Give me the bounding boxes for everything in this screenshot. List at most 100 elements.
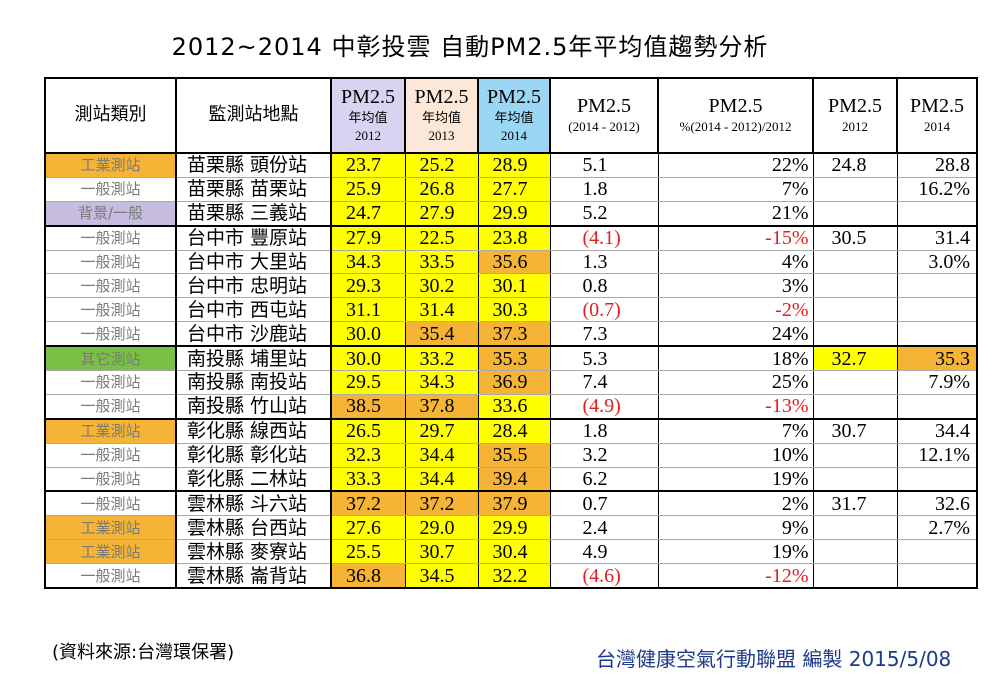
- value-2013: 34.3: [404, 370, 479, 395]
- area-2012: [812, 250, 898, 275]
- value-2012: 38.5: [330, 394, 406, 420]
- diff-value: 0.7: [549, 490, 659, 517]
- area-2014: [896, 201, 978, 227]
- station-site: 苗栗縣 三義站: [175, 201, 332, 227]
- table-row: 一般測站 台中市 大里站 34.3 33.5 35.6 1.3 4% 3.0%: [44, 250, 978, 275]
- source-note: (資料來源:台灣環保署): [52, 642, 235, 663]
- value-2014: 36.9: [477, 370, 551, 395]
- table-row: 一般測站 台中市 豐原站 27.9 22.5 23.8 (4.1) -15% 30.5 31.4: [44, 224, 978, 251]
- pct-value: 9%: [657, 515, 814, 541]
- pct-value: 19%: [657, 467, 814, 492]
- station-site: 台中市 豐原站: [175, 224, 332, 251]
- table-row: 一般測站 雲林縣 斗六站 37.2 37.2 37.9 0.7 2% 31.7 32.6: [44, 490, 978, 517]
- diff-value: (4.9): [549, 394, 659, 420]
- credit-note: 台灣健康空氣行動聯盟 編製 2015/5/08: [596, 647, 952, 671]
- value-2014: 30.1: [477, 273, 551, 299]
- station-site: 雲林縣 崙背站: [175, 563, 332, 590]
- area-2014: 2.7%: [896, 515, 978, 541]
- page-title: 2012~2014 中彰投雲 自動PM2.5年平均值趨勢分析: [171, 33, 769, 61]
- diff-value: (4.6): [549, 563, 659, 590]
- pct-value: 4%: [657, 250, 814, 275]
- station-type: 一般測站: [44, 490, 177, 517]
- value-2012: 29.5: [330, 370, 406, 395]
- value-2014: 29.9: [477, 515, 551, 541]
- value-2013: 30.2: [404, 273, 479, 299]
- value-2014: 37.9: [477, 490, 551, 517]
- area-2014: 12.1%: [896, 443, 978, 468]
- station-type: 一般測站: [44, 563, 177, 590]
- value-2013: 33.2: [404, 345, 479, 372]
- diff-value: 7.4: [549, 370, 659, 395]
- station-type: 一般測站: [44, 394, 177, 420]
- table-row: 一般測站 彰化縣 彰化站 32.3 34.4 35.5 3.2 10% 12.1%: [44, 443, 978, 468]
- diff-value: 5.2: [549, 201, 659, 227]
- pct-value: 2%: [657, 490, 814, 517]
- table-row: 工業測站 雲林縣 麥寮站 25.5 30.7 30.4 4.9 19%: [44, 539, 978, 565]
- value-2014: 33.6: [477, 394, 551, 420]
- area-2012: [812, 297, 898, 323]
- header-row: 測站類別 監測站地點 PM2.5 年均值 2012 PM2.5 年均值 2013 PM2…: [44, 77, 978, 154]
- area-2012: 32.7: [812, 345, 898, 372]
- value-2013: 25.2: [404, 151, 479, 178]
- area-2012: 30.5: [812, 224, 898, 251]
- value-2012: 37.2: [330, 490, 406, 517]
- area-2014: 7.9%: [896, 370, 978, 395]
- pct-value: -12%: [657, 563, 814, 590]
- value-2014: 32.2: [477, 563, 551, 590]
- value-2014: 30.3: [477, 297, 551, 323]
- station-type: 背景/一般: [44, 201, 177, 227]
- pct-value: 25%: [657, 370, 814, 395]
- table-row: 背景/一般 苗栗縣 三義站 24.7 27.9 29.9 5.2 21%: [44, 201, 978, 227]
- station-type: 一般測站: [44, 273, 177, 299]
- area-2014: 3.0%: [896, 250, 978, 275]
- area-2012: [812, 467, 898, 492]
- area-2012: [812, 443, 898, 468]
- value-2014: 37.3: [477, 321, 551, 347]
- header-area-2012: PM2.5 2012: [812, 77, 898, 154]
- station-type: 一般測站: [44, 370, 177, 395]
- station-site: 彰化縣 二林站: [175, 467, 332, 492]
- value-2013: 27.9: [404, 201, 479, 227]
- value-2012: 33.3: [330, 467, 406, 492]
- area-2012: [812, 321, 898, 347]
- station-site: 台中市 西屯站: [175, 297, 332, 323]
- value-2012: 30.0: [330, 345, 406, 372]
- value-2014: 35.3: [477, 345, 551, 372]
- station-type: 工業測站: [44, 539, 177, 565]
- value-2013: 37.8: [404, 394, 479, 420]
- area-2012: [812, 539, 898, 565]
- pct-value: 19%: [657, 539, 814, 565]
- area-2012: 24.8: [812, 151, 898, 178]
- table-row: 一般測站 南投縣 南投站 29.5 34.3 36.9 7.4 25% 7.9%: [44, 370, 978, 395]
- value-2014: 39.4: [477, 467, 551, 492]
- value-2013: 30.7: [404, 539, 479, 565]
- diff-value: 2.4: [549, 515, 659, 541]
- diff-value: 5.1: [549, 151, 659, 178]
- table-row: 其它測站 南投縣 埔里站 30.0 33.2 35.3 5.3 18% 32.7 35.3: [44, 345, 978, 372]
- station-site: 雲林縣 麥寮站: [175, 539, 332, 565]
- pct-value: 7%: [657, 417, 814, 444]
- table-row: 一般測站 台中市 西屯站 31.1 31.4 30.3 (0.7) -2%: [44, 297, 978, 323]
- value-2014: 28.4: [477, 417, 551, 444]
- value-2012: 36.8: [330, 563, 406, 590]
- pct-value: 7%: [657, 177, 814, 202]
- table-row: 工業測站 苗栗縣 頭份站 23.7 25.2 28.9 5.1 22% 24.8 28.8: [44, 151, 978, 178]
- station-type: 工業測站: [44, 417, 177, 444]
- station-type: 一般測站: [44, 224, 177, 251]
- diff-value: 0.8: [549, 273, 659, 299]
- station-site: 苗栗縣 苗栗站: [175, 177, 332, 202]
- value-2014: 27.7: [477, 177, 551, 202]
- area-2014: [896, 394, 978, 420]
- area-2012: [812, 201, 898, 227]
- value-2012: 34.3: [330, 250, 406, 275]
- value-2013: 34.4: [404, 467, 479, 492]
- value-2012: 27.9: [330, 224, 406, 251]
- header-diff: PM2.5 (2014 - 2012): [549, 77, 659, 154]
- area-2014: 35.3: [896, 345, 978, 372]
- diff-value: 1.8: [549, 417, 659, 444]
- table-row: 工業測站 彰化縣 線西站 26.5 29.7 28.4 1.8 7% 30.7 34.4: [44, 417, 978, 444]
- area-2012: [812, 563, 898, 590]
- value-2013: 34.4: [404, 443, 479, 468]
- value-2013: 26.8: [404, 177, 479, 202]
- value-2014: 29.9: [477, 201, 551, 227]
